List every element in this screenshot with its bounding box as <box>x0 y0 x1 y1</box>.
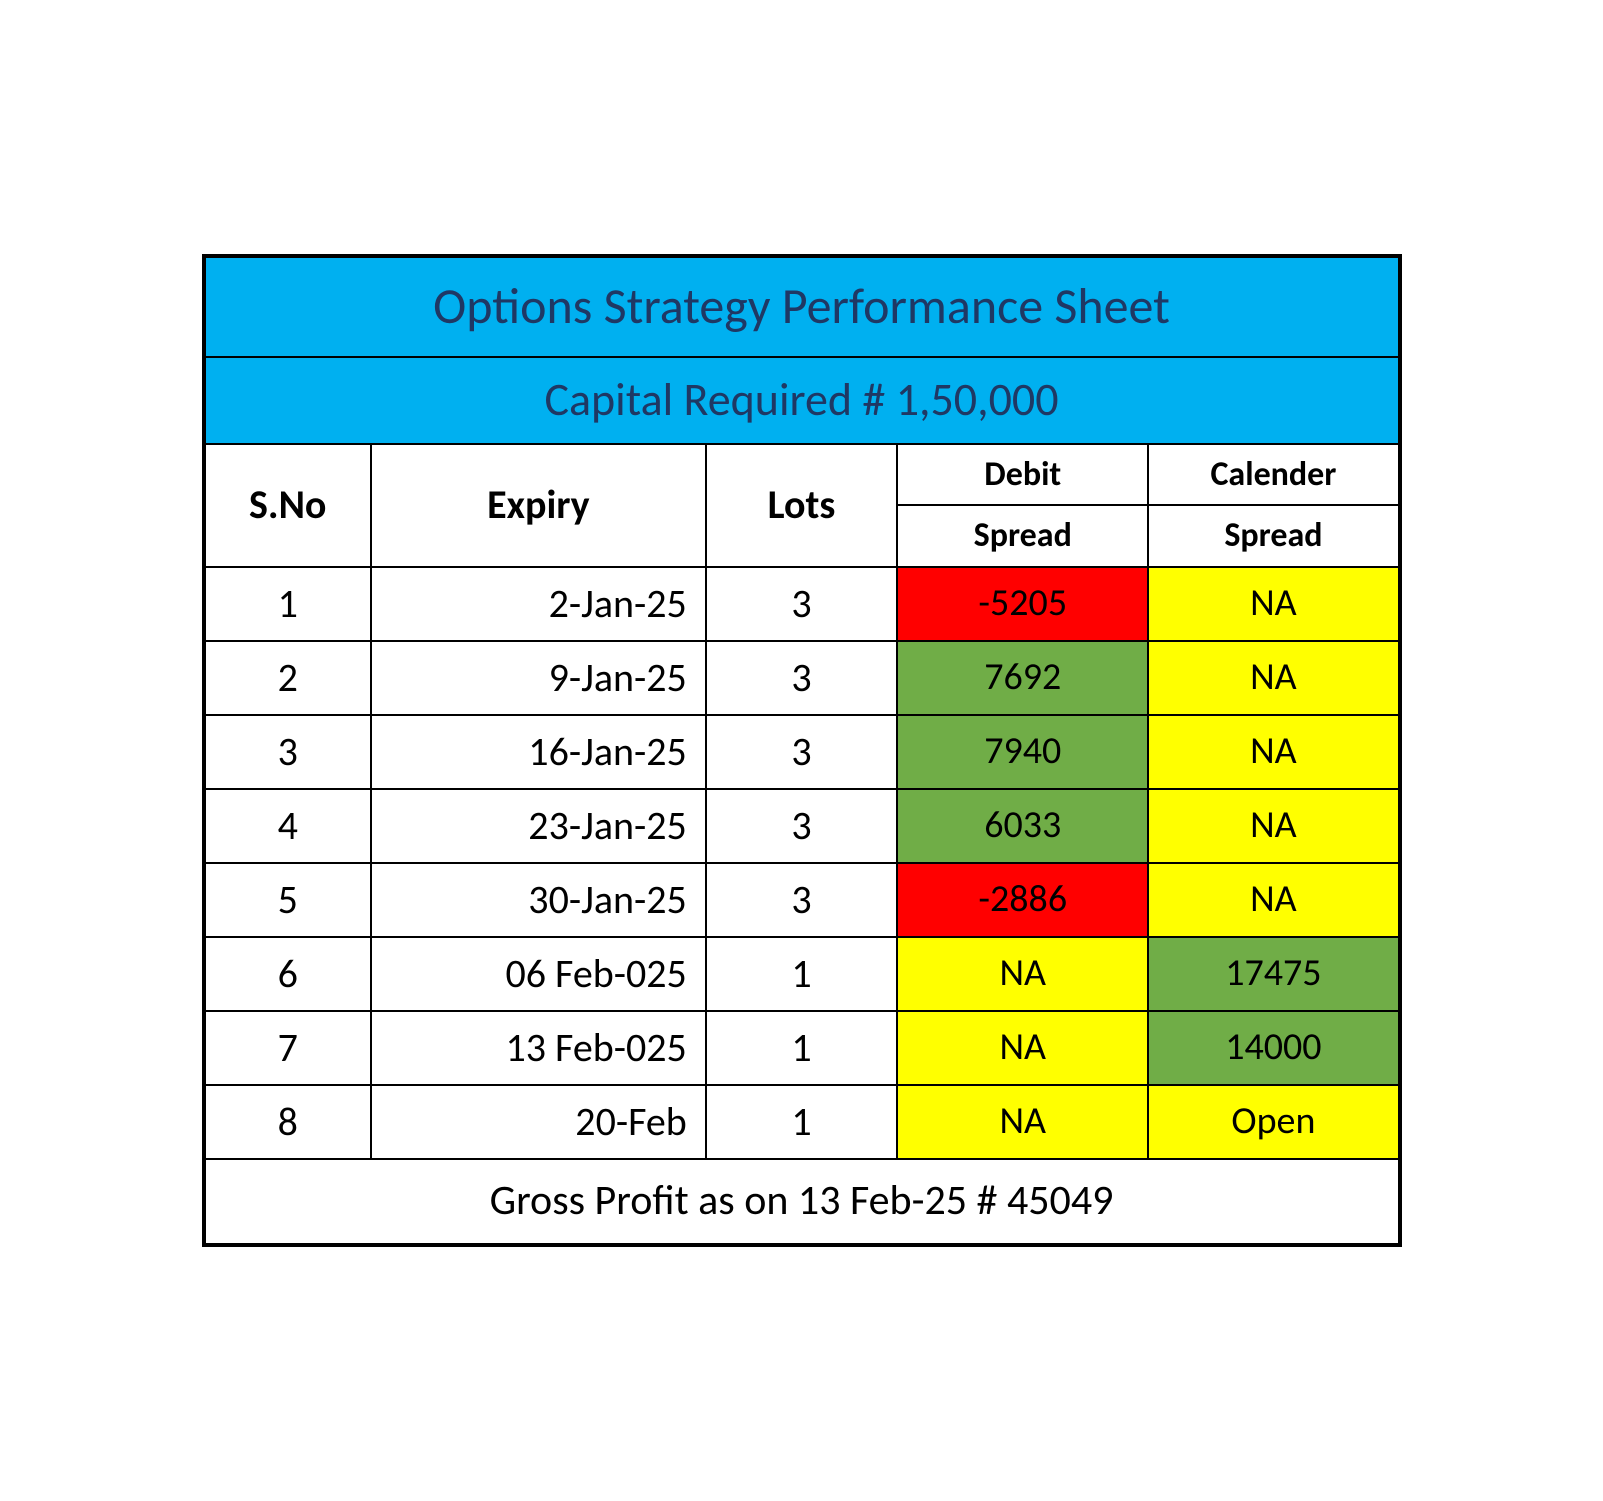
debit-spread-cell: 7692 <box>897 641 1148 715</box>
debit-spread-cell: NA <box>897 1011 1148 1085</box>
lots-cell: 1 <box>706 1085 897 1159</box>
sno-cell: 3 <box>204 715 371 789</box>
debit-spread-cell: -5205 <box>897 567 1148 641</box>
calender-spread-cell: Open <box>1148 1085 1399 1159</box>
debit-spread-cell: 7940 <box>897 715 1148 789</box>
lots-cell: 1 <box>706 1011 897 1085</box>
lots-cell: 3 <box>706 789 897 863</box>
table-row: 713 Feb-0251NA14000 <box>204 1011 1400 1085</box>
table-row: 12-Jan-253-5205NA <box>204 567 1400 641</box>
calender-spread-cell: NA <box>1148 789 1399 863</box>
footer-row: Gross Profit as on 13 Feb-25 # 45049 <box>204 1159 1400 1245</box>
performance-table-wrap: Options Strategy Performance Sheet Capit… <box>202 254 1402 1246</box>
calender-spread-cell: NA <box>1148 715 1399 789</box>
sno-cell: 7 <box>204 1011 371 1085</box>
debit-spread-cell: -2886 <box>897 863 1148 937</box>
expiry-cell: 06 Feb-025 <box>371 937 706 1011</box>
calender-spread-cell: NA <box>1148 863 1399 937</box>
header-row-1: S.No Expiry Lots Debit Calender <box>204 444 1400 506</box>
expiry-cell: 13 Feb-025 <box>371 1011 706 1085</box>
expiry-cell: 20-Feb <box>371 1085 706 1159</box>
sno-cell: 8 <box>204 1085 371 1159</box>
header-lots: Lots <box>706 444 897 567</box>
header-calender-bottom: Spread <box>1148 505 1399 567</box>
calender-spread-cell: NA <box>1148 567 1399 641</box>
sno-cell: 1 <box>204 567 371 641</box>
lots-cell: 3 <box>706 863 897 937</box>
table-footer: Gross Profit as on 13 Feb-25 # 45049 <box>204 1159 1400 1245</box>
table-row: 29-Jan-2537692NA <box>204 641 1400 715</box>
expiry-cell: 23-Jan-25 <box>371 789 706 863</box>
table-row: 423-Jan-2536033NA <box>204 789 1400 863</box>
expiry-cell: 30-Jan-25 <box>371 863 706 937</box>
header-expiry: Expiry <box>371 444 706 567</box>
calender-spread-cell: NA <box>1148 641 1399 715</box>
header-debit-bottom: Spread <box>897 505 1148 567</box>
debit-spread-cell: NA <box>897 1085 1148 1159</box>
lots-cell: 3 <box>706 641 897 715</box>
header-sno: S.No <box>204 444 371 567</box>
sno-cell: 2 <box>204 641 371 715</box>
lots-cell: 3 <box>706 715 897 789</box>
table-row: 820-Feb1NAOpen <box>204 1085 1400 1159</box>
table-row: 530-Jan-253-2886NA <box>204 863 1400 937</box>
table-title: Options Strategy Performance Sheet <box>204 256 1400 357</box>
sno-cell: 5 <box>204 863 371 937</box>
table-row: 606 Feb-0251NA17475 <box>204 937 1400 1011</box>
debit-spread-cell: 6033 <box>897 789 1148 863</box>
debit-spread-cell: NA <box>897 937 1148 1011</box>
table-subtitle: Capital Required # 1,50,000 <box>204 357 1400 443</box>
sno-cell: 4 <box>204 789 371 863</box>
expiry-cell: 2-Jan-25 <box>371 567 706 641</box>
sno-cell: 6 <box>204 937 371 1011</box>
lots-cell: 1 <box>706 937 897 1011</box>
calender-spread-cell: 14000 <box>1148 1011 1399 1085</box>
expiry-cell: 16-Jan-25 <box>371 715 706 789</box>
lots-cell: 3 <box>706 567 897 641</box>
expiry-cell: 9-Jan-25 <box>371 641 706 715</box>
subtitle-row: Capital Required # 1,50,000 <box>204 357 1400 443</box>
table-row: 316-Jan-2537940NA <box>204 715 1400 789</box>
header-calender-top: Calender <box>1148 444 1399 506</box>
performance-table: Options Strategy Performance Sheet Capit… <box>202 254 1402 1246</box>
title-row: Options Strategy Performance Sheet <box>204 256 1400 357</box>
data-rows: 12-Jan-253-5205NA29-Jan-2537692NA316-Jan… <box>204 567 1400 1159</box>
header-debit-top: Debit <box>897 444 1148 506</box>
calender-spread-cell: 17475 <box>1148 937 1399 1011</box>
